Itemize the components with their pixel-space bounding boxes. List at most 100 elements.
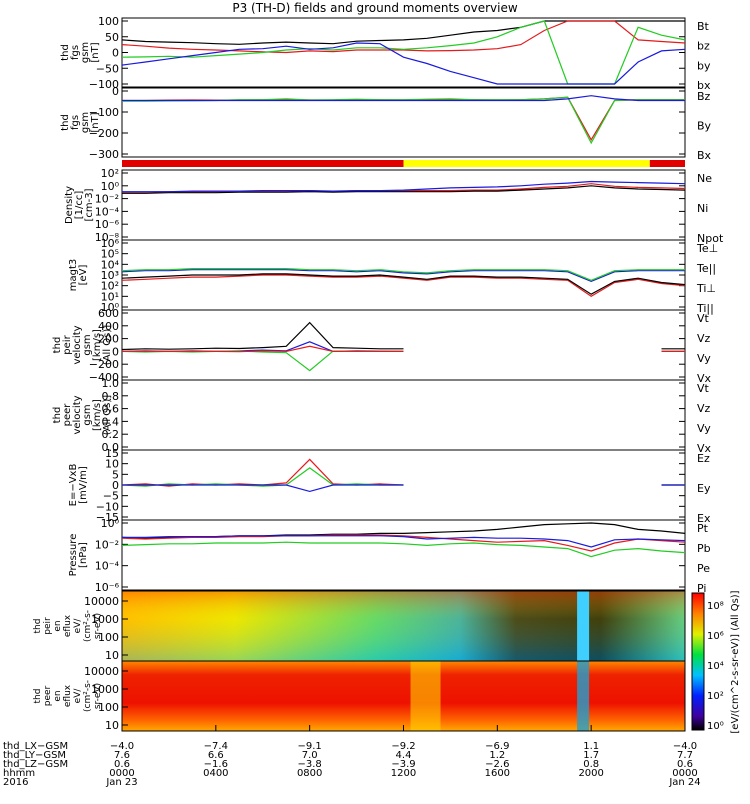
y-tick-label: 1000 bbox=[91, 683, 119, 696]
mode-bar-segment bbox=[649, 160, 685, 167]
y-axis-label: eflux bbox=[63, 684, 73, 707]
y-tick-label: 10000 bbox=[84, 595, 119, 608]
y-tick-label: 10⁻⁴ bbox=[95, 205, 120, 218]
series-npot bbox=[122, 180, 686, 193]
y-tick-label: 100 bbox=[98, 15, 119, 28]
x-tick-label: 2000 bbox=[578, 768, 603, 779]
x-tick-label: 0.6 bbox=[114, 759, 130, 770]
legend-entry: Ti|| bbox=[696, 302, 714, 315]
x-tick-label: 1200 bbox=[391, 768, 416, 779]
y-axis-label: (All Qs)] bbox=[102, 325, 113, 365]
x-tick-label: −7.4 bbox=[204, 741, 228, 752]
x-tick-label: 0000 bbox=[109, 768, 134, 779]
y-tick-label: 10⁻⁸ bbox=[95, 231, 120, 244]
colorbar-fill bbox=[691, 592, 705, 731]
y-tick-label: −200 bbox=[89, 358, 119, 371]
legend-entry: Vx bbox=[697, 372, 712, 385]
y-tick-label: −400 bbox=[89, 371, 119, 384]
legend-entry: bz bbox=[697, 40, 710, 53]
legend-entry: Bz bbox=[697, 90, 711, 103]
series-pe bbox=[121, 541, 686, 558]
series-ey bbox=[121, 467, 685, 487]
y-axis-label: [nT] bbox=[90, 42, 101, 62]
y-tick-label: −100 bbox=[89, 78, 119, 91]
y-tick-label: −15 bbox=[96, 511, 119, 524]
y-tick-label: 0.0 bbox=[102, 441, 120, 454]
legend-entry: Ti⊥ bbox=[696, 282, 716, 295]
y-axis-label: [nPa] bbox=[78, 542, 89, 568]
y-axis-label: peir bbox=[62, 334, 73, 354]
y-tick-label: 10² bbox=[101, 280, 119, 293]
y-tick-label: 10⁴ bbox=[101, 258, 120, 271]
colorbar-tick-label: 10⁴ bbox=[707, 661, 724, 672]
y-tick-label: 10⁻⁴ bbox=[95, 560, 120, 573]
legend-entry: bx bbox=[697, 79, 711, 92]
y-tick-label: 0 bbox=[112, 47, 119, 60]
series-ti bbox=[121, 268, 685, 281]
y-axis-label: thd bbox=[33, 689, 43, 704]
panel-pressure: 10⁰ 10⁻² 10⁻⁴ 10⁻⁶ Pressure [nPa] Pt Pb Pe Pi bbox=[68, 517, 711, 595]
legend-entry: Npot bbox=[697, 232, 724, 245]
colorbar: 10⁸ 10⁶ 10⁴ 10² 10⁰ [eV/(cm^2-s-sr-eV)] (All … bbox=[691, 590, 741, 734]
x-tick-label: −2.6 bbox=[485, 759, 509, 770]
legend-entry: Ni bbox=[697, 202, 708, 215]
y-axis-label: sr-eV) bbox=[93, 613, 103, 639]
y-axis-label: velocity bbox=[72, 325, 83, 364]
y-tick-label: 5 bbox=[112, 468, 119, 481]
series-vy bbox=[121, 350, 685, 372]
series-bz bbox=[122, 96, 685, 142]
legend-entry: Vz bbox=[697, 332, 711, 345]
series-te bbox=[121, 273, 686, 295]
y-tick-label: 0.8 bbox=[102, 390, 120, 403]
y-tick-label: 10 bbox=[105, 719, 119, 732]
panel-frame bbox=[121, 87, 686, 158]
y-axis-label: (All Qs)] bbox=[102, 395, 113, 435]
x-tick-label: 7.6 bbox=[114, 750, 130, 761]
y-axis-label: eV/ bbox=[73, 688, 83, 704]
y-tick-label: 10⁶ bbox=[101, 237, 120, 250]
x-tick-label: −1.6 bbox=[204, 759, 228, 770]
y-tick-label: 400 bbox=[98, 320, 119, 333]
y-axis-label: gsm bbox=[80, 42, 91, 63]
legend-entry: Vy bbox=[697, 352, 711, 365]
legend-entry: Te⊥ bbox=[696, 242, 718, 255]
legend-entry: Vt bbox=[697, 312, 710, 325]
series-bx bbox=[122, 95, 685, 102]
series-ti bbox=[121, 269, 685, 283]
y-axis-label: thd bbox=[52, 337, 63, 354]
y-axis-label: gsm bbox=[80, 112, 91, 133]
series-ni bbox=[122, 185, 686, 194]
x-row-label: hhmm bbox=[3, 768, 35, 779]
legend-entry: Pt bbox=[697, 522, 709, 535]
y-axis-label: thd bbox=[52, 407, 63, 424]
x-tick-label: 7.7 bbox=[677, 750, 693, 761]
panel-peer-velocity: 1.00.80.60.40.20.0 thd peer velocity gsm [km/… bbox=[52, 377, 712, 455]
y-axis-label: peer bbox=[62, 403, 73, 427]
y-axis-label: en bbox=[53, 690, 63, 701]
legend-entry: by bbox=[697, 59, 711, 72]
legend-entry: Pe bbox=[697, 562, 710, 575]
spectrogram-feature bbox=[410, 661, 441, 731]
y-axis-label: en bbox=[53, 620, 63, 631]
y-axis-label: Pressure bbox=[68, 534, 79, 577]
x-tick-label: −9.2 bbox=[391, 741, 415, 752]
x-tick-label: 1.1 bbox=[583, 741, 599, 752]
colorbar-tick-label: 10⁰ bbox=[707, 721, 724, 732]
y-tick-label: 10⁵ bbox=[101, 248, 119, 261]
x-tick-label: −4.0 bbox=[110, 741, 134, 752]
series-vz bbox=[121, 345, 685, 353]
legend-entry: Pi bbox=[697, 582, 706, 595]
y-axis-label: [eV] bbox=[78, 265, 89, 286]
x-tick-label: 0.6 bbox=[677, 759, 693, 770]
legend-entry: Bt bbox=[697, 20, 710, 33]
series-bx bbox=[121, 42, 686, 85]
x-tick-label: −3.8 bbox=[298, 759, 322, 770]
x-row-label: thd_LY−GSM bbox=[3, 750, 66, 761]
y-tick-label: 0 bbox=[112, 345, 119, 358]
spectrogram-feature bbox=[577, 661, 590, 731]
series-ez bbox=[121, 458, 685, 487]
y-tick-label: 50 bbox=[105, 31, 119, 44]
legend-entry: Ex bbox=[697, 512, 711, 525]
